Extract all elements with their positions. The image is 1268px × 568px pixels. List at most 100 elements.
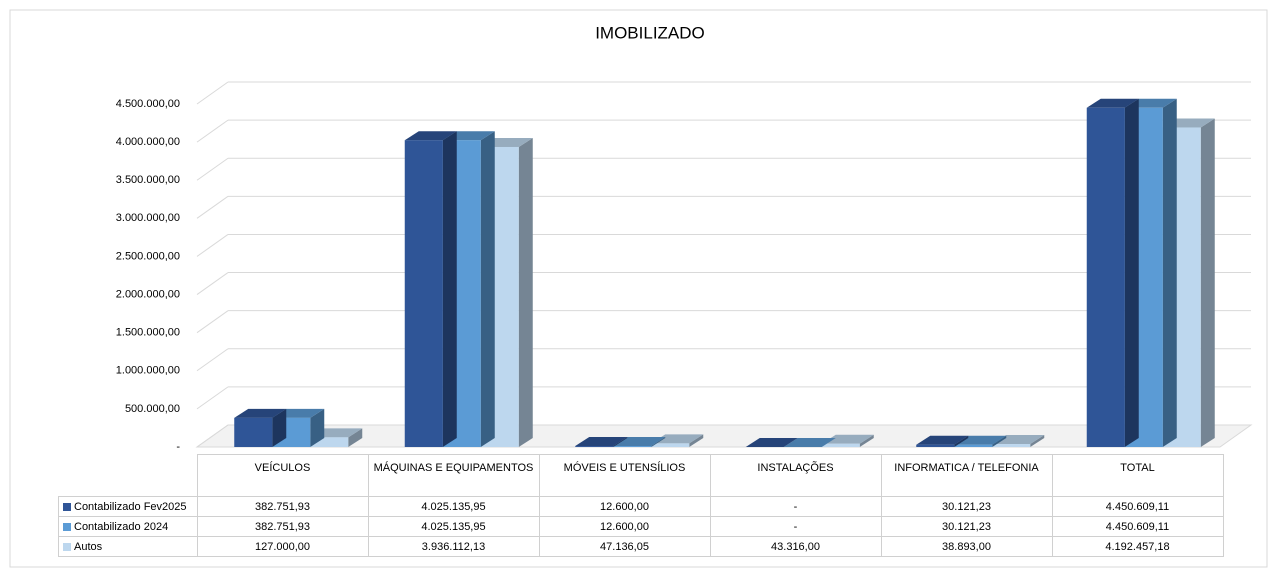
table-cell: MÓVEIS E UTENSÍLIOS: [538, 454, 711, 497]
bar-side: [992, 435, 1007, 447]
table-row: Autos 127.000,00 3.936.112,13 47.136,05 43.3…: [58, 536, 1224, 557]
bar-top: [783, 438, 836, 447]
table-cell: INSTALAÇÕES: [709, 454, 882, 497]
bar: [916, 444, 955, 447]
bar-side: [1200, 118, 1215, 448]
bar-side: [348, 428, 363, 447]
table-cell: [58, 454, 198, 497]
bar-side: [1162, 98, 1177, 448]
table-cell: 38.893,00: [880, 536, 1053, 557]
bar-side: [1030, 435, 1045, 447]
bar-top: [613, 437, 666, 447]
table-cell: 4.192.457,18: [1051, 536, 1224, 557]
chart-title: IMOBILIZADO: [595, 23, 705, 42]
table-cell: -: [709, 516, 882, 537]
table-row: Contabilizado 2024 382.751,93 4.025.135,95…: [58, 516, 1224, 537]
y-tick-label: 1.000.000,00: [116, 365, 180, 377]
table-cell: MÁQUINAS E EQUIPAMENTOS: [367, 454, 540, 497]
table-cell: 382.751,93: [196, 496, 369, 517]
wall-line: [196, 272, 229, 295]
data-table: VEÍCULOS MÁQUINAS E EQUIPAMENTOS MÓVEIS E …: [58, 454, 1224, 557]
bar-top: [916, 435, 969, 445]
bar-side: [954, 435, 969, 447]
legend-key: [63, 502, 71, 511]
bar-side: [613, 437, 628, 447]
table-header: VEÍCULOS MÁQUINAS E EQUIPAMENTOS MÓVEIS E …: [58, 454, 1224, 497]
table-cell: -: [709, 496, 882, 517]
bar-side: [442, 131, 457, 447]
bar-top: [404, 131, 457, 141]
bar: [1086, 107, 1125, 448]
table-cell: TOTAL: [1051, 454, 1224, 497]
bar-top: [651, 434, 704, 444]
bar: [651, 443, 690, 447]
table-cell: VEÍCULOS: [196, 454, 369, 497]
bar: [992, 444, 1031, 447]
bar-top: [1086, 98, 1139, 108]
bar-side: [480, 131, 495, 447]
y-tick-label: 3.500.000,00: [116, 174, 180, 186]
legend-entry: Contabilizado 2024: [58, 516, 198, 537]
legend-label: Autos: [74, 540, 103, 553]
table-cell: 4.025.135,95: [367, 496, 540, 517]
table-cell: 3.936.112,13: [367, 536, 540, 557]
y-tick-label: 500.000,00: [125, 403, 180, 415]
y-tick-label: 4.500.000,00: [116, 98, 180, 110]
table-cell: 30.121,23: [880, 496, 1053, 517]
bar: [310, 437, 349, 447]
wall-line: [196, 119, 229, 143]
table-cell: 127.000,00: [196, 536, 369, 557]
bar: [404, 140, 443, 447]
bar-top: [745, 438, 798, 447]
y-tick-label: 1.500.000,00: [116, 327, 180, 339]
table-row: Contabilizado Fev2025 382.751,93 4.025.135…: [58, 496, 1224, 517]
bar-side: [518, 137, 533, 448]
y-tick-label: 2.500.000,00: [116, 250, 180, 262]
wall-line: [196, 81, 229, 105]
bar-side: [859, 434, 874, 447]
wall-line: [196, 234, 229, 257]
y-tick-label: -: [176, 441, 180, 453]
bar: [234, 417, 273, 447]
chart-border: [9, 9, 1268, 568]
bar-side: [689, 434, 704, 447]
bar: [575, 446, 614, 447]
bar-side: [651, 437, 666, 447]
legend-entry: Contabilizado Fev2025: [58, 496, 198, 517]
table-cell: 43.316,00: [709, 536, 882, 557]
table-cell: 47.136,05: [538, 536, 711, 557]
legend-key: [63, 542, 71, 551]
wall-line: [196, 195, 229, 219]
legend-label: Contabilizado 2024: [74, 520, 169, 533]
wall-line: [196, 348, 229, 372]
legend-label: Contabilizado Fev2025: [74, 500, 187, 513]
legend-key: [63, 522, 71, 531]
y-tick-label: 3.000.000,00: [116, 212, 180, 224]
bar-top: [575, 437, 628, 447]
bar-top: [821, 434, 874, 444]
bar-side: [310, 408, 325, 447]
bar: [821, 443, 860, 447]
legend-entry: Autos: [58, 536, 198, 557]
wall-line: [196, 310, 229, 334]
table-cell: 4.450.609,11: [1051, 496, 1224, 517]
wall-line: [196, 424, 229, 448]
table-cell: 30.121,23: [880, 516, 1053, 537]
bar-side: [272, 408, 287, 447]
wall-line: [196, 386, 229, 410]
bar-side: [1124, 98, 1139, 448]
table-cell: 382.751,93: [196, 516, 369, 537]
table-cell: 4.450.609,11: [1051, 516, 1224, 537]
bar: [613, 446, 652, 447]
table-cell: 4.025.135,95: [367, 516, 540, 537]
y-tick-label: 2.000.000,00: [116, 288, 180, 300]
table-cell: 12.600,00: [538, 496, 711, 517]
table-cell: INFORMATICA / TELEFONIA: [880, 454, 1053, 497]
bar-top: [234, 408, 287, 418]
y-tick-label: 4.000.000,00: [116, 136, 180, 148]
wall-line: [196, 157, 229, 181]
bar: [954, 444, 993, 447]
table-cell: 12.600,00: [538, 516, 711, 537]
